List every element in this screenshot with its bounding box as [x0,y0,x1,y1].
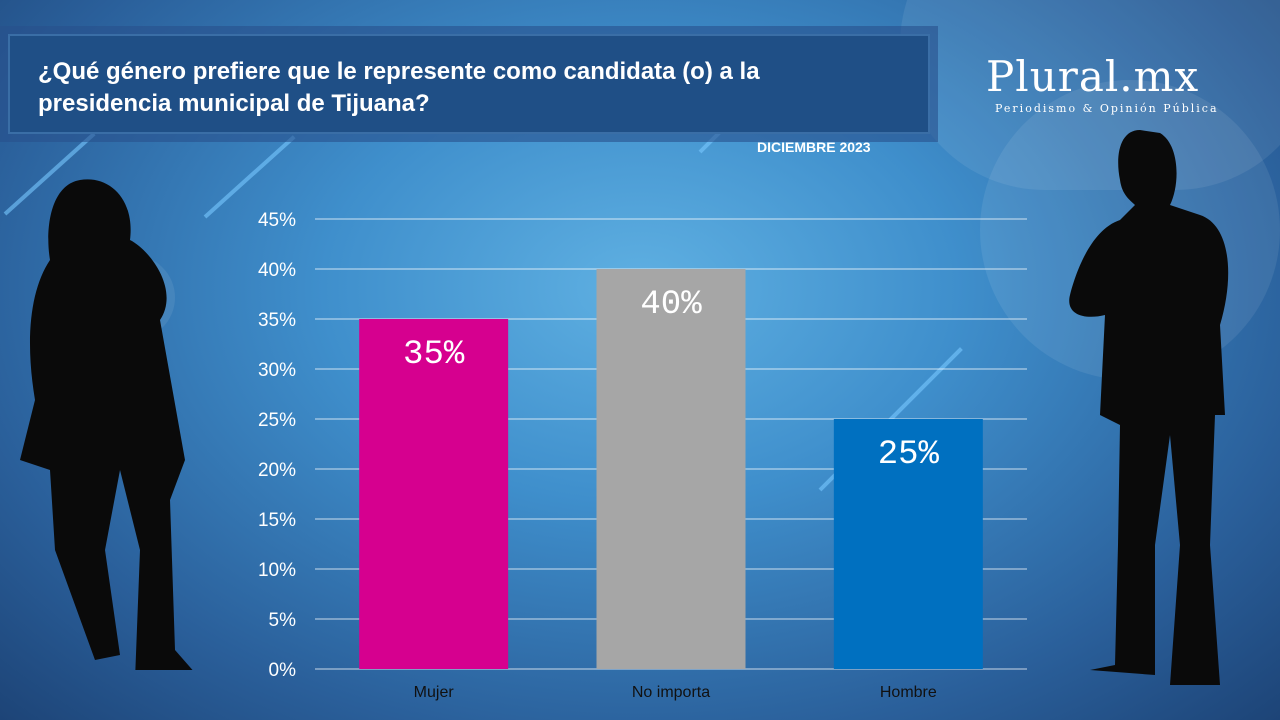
bar-no-importa [596,269,746,669]
data-label: 40% [640,286,702,324]
y-tick-label: 40% [258,260,296,281]
bg-circle [900,0,1280,190]
y-tick-label: 10% [258,560,296,581]
y-tick-label: 30% [258,360,296,381]
y-tick-label: 20% [258,460,296,481]
man-silhouette [1069,130,1229,685]
y-tick-label: 0% [269,660,297,681]
bar-hombre [833,419,983,669]
woman-silhouette [20,179,193,670]
x-tick-label: Mujer [414,684,455,701]
title-panel [8,34,930,134]
y-tick-label: 5% [269,610,297,631]
y-tick-label: 35% [258,310,296,331]
bar-mujer [359,319,509,669]
x-tick-label: Hombre [880,684,937,701]
chart-title: ¿Qué género prefiere que le represente c… [38,58,760,117]
data-label: 35% [403,336,465,374]
y-tick-label: 25% [258,410,296,431]
logo: Plural.mx [986,52,1200,101]
y-tick-label: 15% [258,510,296,531]
data-label: 25% [878,436,940,474]
x-tick-label: No importa [632,684,710,701]
y-tick-label: 45% [258,210,296,231]
logo-tagline: Periodismo & Opinión Pública [995,102,1219,115]
survey-date: DICIEMBRE 2023 [757,139,871,155]
